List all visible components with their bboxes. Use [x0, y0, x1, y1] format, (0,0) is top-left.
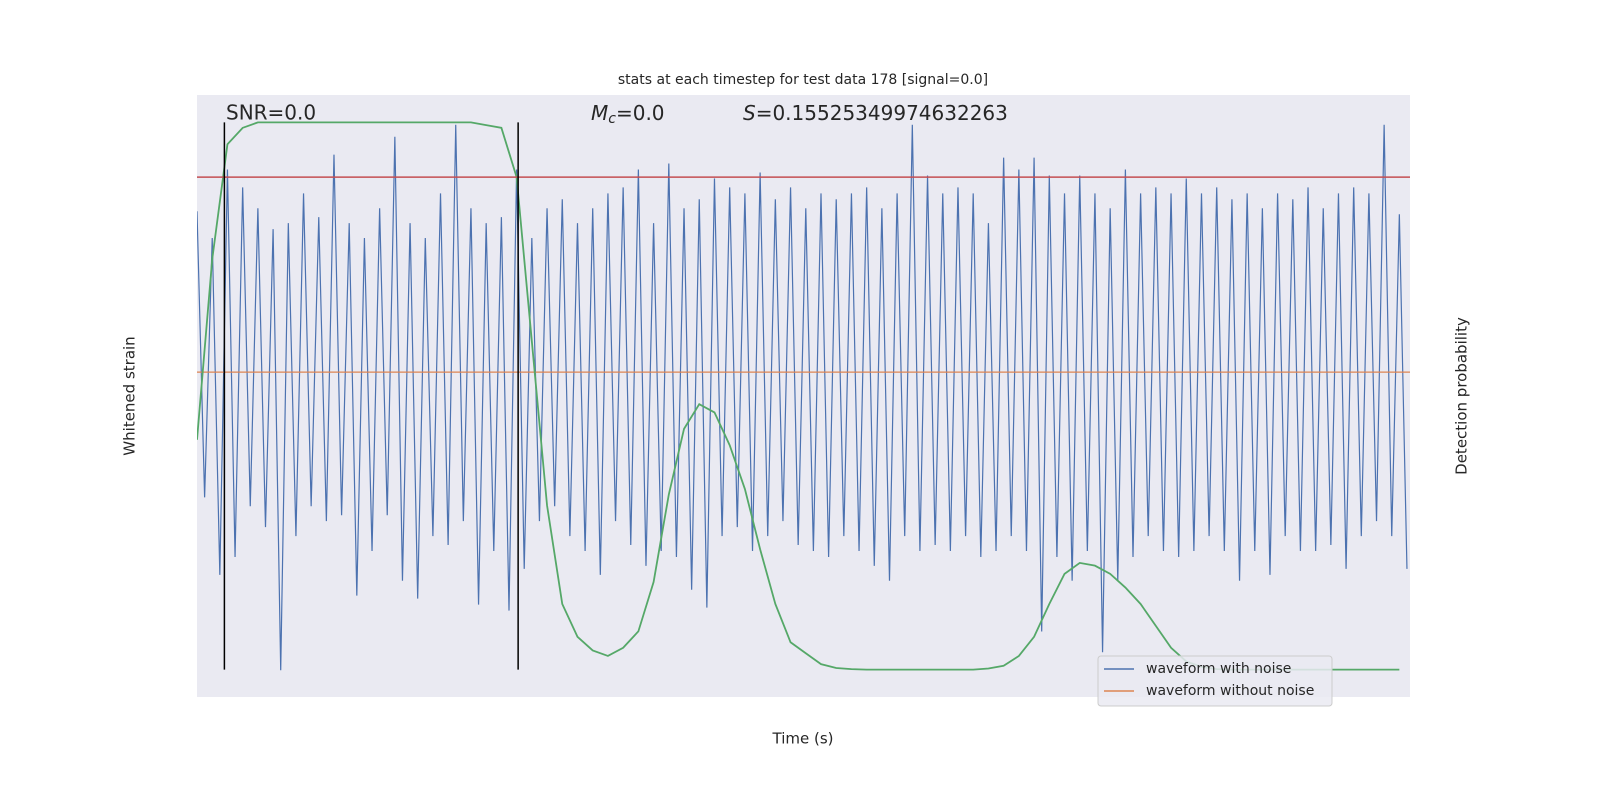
annotation-text: =0.15525349974632263 — [756, 101, 1008, 125]
annotation-symbol: S — [743, 101, 756, 125]
annotation-symbol: M — [591, 101, 608, 125]
legend-box — [1097, 655, 1333, 707]
legend-label: waveform with noise — [1146, 661, 1291, 677]
legend: waveform with noise waveform without nois… — [1097, 655, 1333, 707]
annotation-subscript: c — [608, 111, 616, 127]
y-axis-label: Whitened strain — [121, 336, 139, 455]
x-axis-label: Time (s) — [772, 730, 834, 748]
chart-title: stats at each timestep for test data 178… — [618, 72, 988, 88]
y2-axis-label: Detection probability — [1453, 317, 1471, 475]
line-series — [197, 124, 1408, 671]
annotation: SNR=0.0 — [226, 101, 316, 125]
legend-label: waveform without noise — [1146, 683, 1314, 699]
annotation-text: =0.0 — [616, 101, 665, 125]
annotation: Mc=0.0 — [591, 101, 665, 128]
annotation: S=0.15525349974632263 — [743, 101, 1008, 125]
